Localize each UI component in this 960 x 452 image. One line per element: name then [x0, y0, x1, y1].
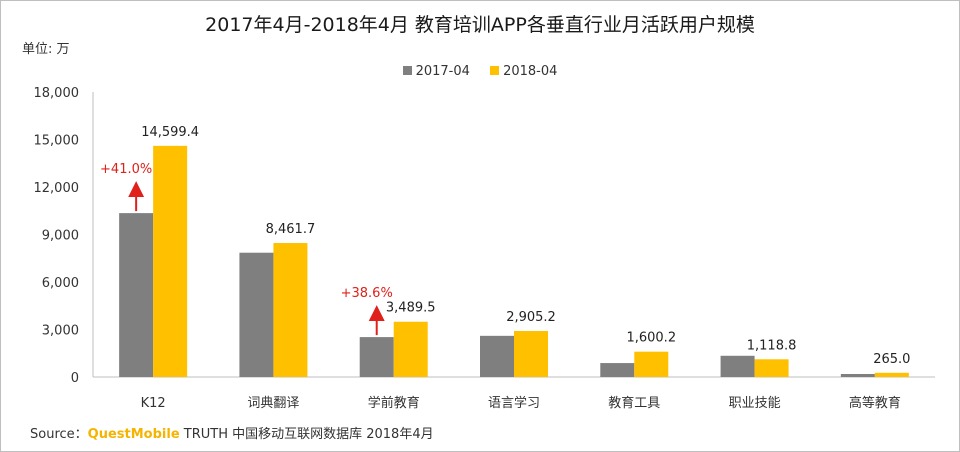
growth-annotation: +38.6%	[341, 286, 393, 301]
bar-2017	[840, 373, 875, 377]
legend-swatch-2018	[490, 66, 500, 75]
legend-label-2017: 2017-04	[415, 64, 470, 79]
data-label: 3,489.5	[386, 301, 436, 316]
source-note: Source：QuestMobile TRUTH 中国移动互联网数据库 2018…	[30, 423, 434, 442]
x-tick-label: 教育工具	[608, 395, 660, 411]
bar-2018	[874, 372, 909, 377]
source-prefix: Source：	[30, 427, 88, 442]
unit-label: 单位: 万	[22, 42, 70, 57]
legend: 2017-04 2018-04	[0, 64, 960, 79]
legend-swatch-2017	[402, 66, 412, 75]
y-tick-label: 12,000	[34, 181, 80, 196]
bar-2017	[480, 335, 514, 377]
source-text: TRUTH 中国移动互联网数据库 2018年4月	[179, 427, 434, 442]
bar-2018	[514, 331, 548, 377]
bar-2018	[393, 321, 428, 377]
data-label: 2,905.2	[506, 310, 556, 325]
data-label: 14,599.4	[141, 125, 199, 140]
bar-2017	[600, 363, 635, 377]
data-label: 1,600.2	[626, 331, 676, 346]
y-tick-label: 0	[71, 371, 79, 386]
bar-2017	[720, 355, 755, 377]
y-tick-label: 18,000	[34, 86, 80, 101]
legend-item-2018: 2018-04	[490, 64, 557, 79]
bar-2017	[239, 252, 274, 377]
x-tick-label: 高等教育	[849, 395, 901, 411]
y-tick-label: 6,000	[42, 276, 79, 291]
bar-2017	[359, 337, 394, 377]
bar-2018	[273, 243, 308, 377]
x-tick-label: 学前教育	[368, 395, 420, 411]
growth-annotation: +41.0%	[100, 162, 152, 177]
data-label: 8,461.7	[266, 222, 316, 237]
bar-2018	[754, 359, 789, 377]
y-tick-label: 15,000	[34, 134, 80, 149]
bar-2018	[634, 351, 669, 377]
chart-title: 2017年4月-2018年4月 教育培训APP各垂直行业月活跃用户规模	[205, 14, 755, 36]
legend-label-2018: 2018-04	[503, 64, 558, 79]
y-tick-label: 3,000	[42, 324, 79, 339]
source-brand: QuestMobile	[87, 427, 180, 442]
x-tick-label: 语言学习	[488, 395, 540, 411]
data-label: 265.0	[873, 352, 910, 367]
x-tick-label: K12	[141, 396, 166, 411]
bar-2017	[119, 213, 154, 377]
bar-2018	[153, 145, 188, 377]
data-label: 1,118.8	[747, 338, 797, 353]
legend-item-2017: 2017-04	[402, 64, 470, 79]
x-tick-label: 词典翻译	[247, 396, 299, 411]
y-tick-label: 9,000	[42, 229, 79, 244]
x-tick-label: 职业技能	[729, 396, 781, 411]
